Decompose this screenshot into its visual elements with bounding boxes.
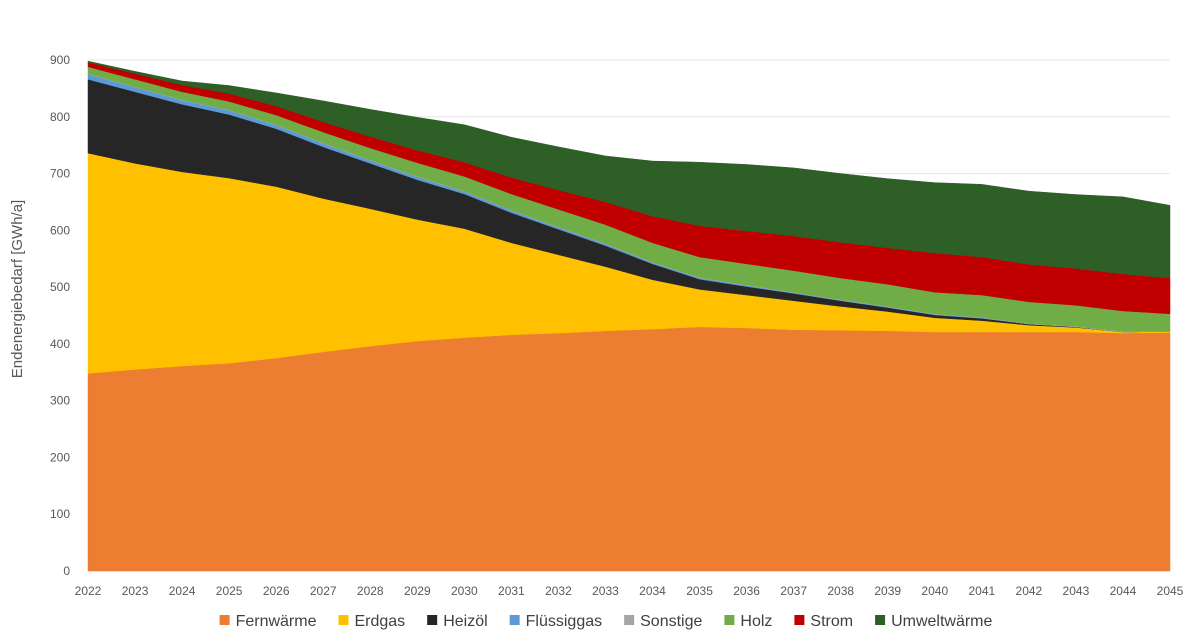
legend-swatch-erdgas <box>338 615 349 625</box>
x-tick-label: 2036 <box>733 584 760 598</box>
x-tick-label: 2044 <box>1110 584 1137 598</box>
legend-label-fernw-rme: Fernwärme <box>236 613 317 630</box>
y-axis-label: Endenergiebedarf [GWh/a] <box>9 200 26 378</box>
x-tick-label: 2030 <box>451 584 478 598</box>
legend-swatch-fernw-rme <box>219 615 230 625</box>
legend-label-strom: Strom <box>810 613 853 630</box>
legend-label-fl-ssiggas: Flüssiggas <box>526 613 602 630</box>
x-tick-label: 2045 <box>1157 584 1184 598</box>
y-tick-label: 800 <box>50 110 70 124</box>
y-tick-label: 300 <box>50 394 70 408</box>
x-tick-label: 2041 <box>968 584 995 598</box>
x-tick-label: 2026 <box>263 584 290 598</box>
x-tick-label: 2027 <box>310 584 337 598</box>
legend-label-holz: Holz <box>740 613 772 630</box>
y-tick-label: 500 <box>50 280 70 294</box>
area-series <box>87 60 1171 572</box>
x-tick-label: 2035 <box>686 584 713 598</box>
x-tick-label: 2029 <box>404 584 431 598</box>
legend-swatch-umweltw-rme <box>875 615 886 625</box>
x-tick-label: 2037 <box>780 584 807 598</box>
x-tick-label: 2032 <box>545 584 572 598</box>
x-tick-label: 2023 <box>122 584 149 598</box>
y-tick-label: 200 <box>50 450 70 464</box>
legend-label-sonstige: Sonstige <box>640 613 702 630</box>
x-tick-label: 2033 <box>592 584 619 598</box>
x-tick-label: 2034 <box>639 584 666 598</box>
y-tick-label: 100 <box>50 507 70 521</box>
y-tick-label: 0 <box>63 564 70 578</box>
x-tick-label: 2040 <box>921 584 948 598</box>
y-tick-label: 600 <box>50 223 70 237</box>
area-series-fernw-rme <box>87 326 1171 572</box>
x-tick-label: 2039 <box>874 584 901 598</box>
legend-label-erdgas: Erdgas <box>354 613 405 630</box>
x-tick-label: 2031 <box>498 584 525 598</box>
legend-swatch-sonstige <box>624 615 635 625</box>
x-tick-label: 2038 <box>827 584 854 598</box>
legend-swatch-fl-ssiggas <box>509 615 520 625</box>
legend-swatch-strom <box>794 615 805 625</box>
y-axis: 0 100 200 300 400 500 600 700 800 900 <box>50 53 70 578</box>
x-tick-label: 2022 <box>75 584 102 598</box>
y-tick-label: 400 <box>50 337 70 351</box>
x-axis: 2022 2023 2024 2025 2026 2027 2028 2029 2030 2031… <box>75 584 1184 598</box>
legend-label-umweltw-rme: Umweltwärme <box>891 613 992 630</box>
x-tick-label: 2043 <box>1063 584 1090 598</box>
y-tick-label: 700 <box>50 167 70 181</box>
y-tick-label: 900 <box>50 53 70 67</box>
area-series-umweltw-rme <box>87 60 1171 279</box>
x-tick-label: 2024 <box>169 584 196 598</box>
legend: Fernwärme Erdgas Heizöl Flüssiggas Sonstige H… <box>219 613 993 630</box>
legend-label-heiz-l: Heizöl <box>443 613 487 630</box>
x-tick-label: 2042 <box>1016 584 1043 598</box>
legend-swatch-holz <box>724 615 735 625</box>
x-tick-label: 2025 <box>216 584 243 598</box>
x-tick-label: 2028 <box>357 584 384 598</box>
legend-swatch-heiz-l <box>427 615 438 625</box>
